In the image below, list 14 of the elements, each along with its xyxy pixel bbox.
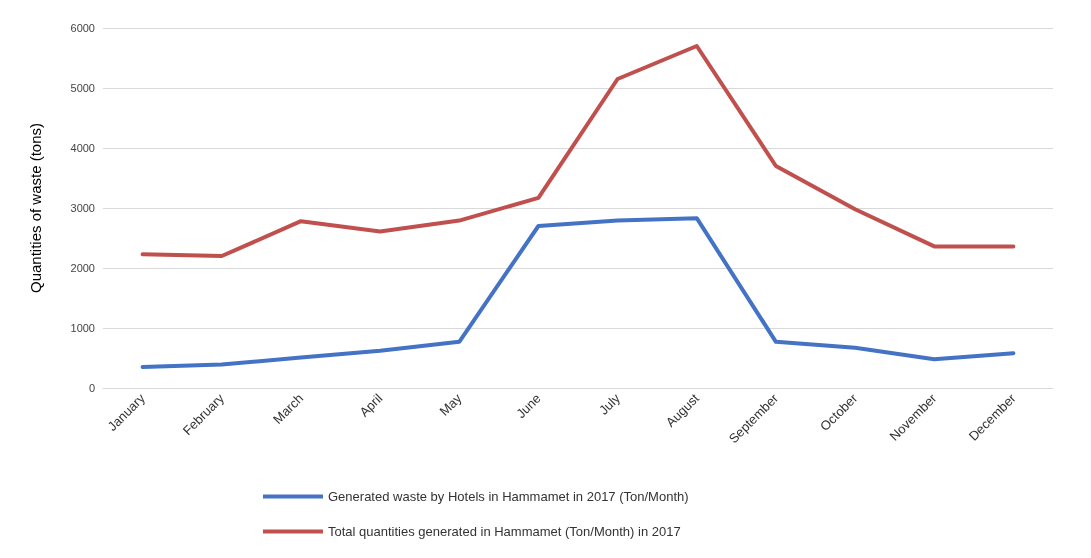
y-tick-label: 4000 — [70, 142, 95, 154]
y-tick-label: 6000 — [70, 22, 95, 34]
legend-label: Total quantities generated in Hammamet (Ton/Month) in 2017 — [328, 524, 681, 539]
x-tick-label: July — [595, 390, 624, 418]
y-tick-label: 2000 — [70, 262, 95, 274]
y-tick-label: 5000 — [70, 82, 95, 94]
y-tick-label: 3000 — [70, 202, 95, 214]
x-tick-label: May — [436, 390, 465, 419]
line-series — [140, 44, 1016, 258]
y-tick-label: 0 — [88, 382, 95, 394]
y-axis-title: Quantities of waste (tons) — [27, 122, 44, 294]
legend-label: Generated waste by Hotels in Hammamet in 2017 (Ton/Month) — [328, 489, 689, 504]
line-series — [140, 216, 1016, 369]
y-tick-label: 1000 — [70, 322, 95, 334]
